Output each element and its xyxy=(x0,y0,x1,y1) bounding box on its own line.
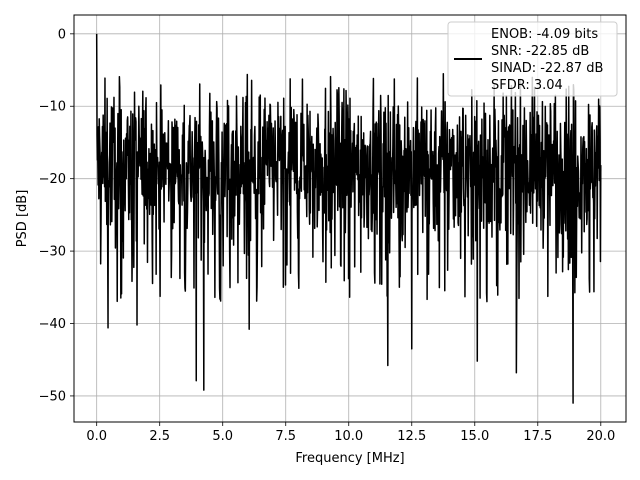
x-tick-label: 15.0 xyxy=(460,429,489,444)
series-layer xyxy=(95,33,602,404)
x-tick-label: 20.0 xyxy=(586,429,615,444)
y-axis-ticks: 0 −10 −20 −30 −40 −50 xyxy=(39,27,74,404)
y-tick-label: 0 xyxy=(58,27,66,42)
x-axis-ticks: 0.0 2.5 5.0 7.5 10.0 12.5 15.0 17.5 20.0 xyxy=(86,422,615,444)
y-tick-label: −30 xyxy=(39,245,66,260)
x-tick-label: 5.0 xyxy=(212,429,233,444)
y-tick-label: −10 xyxy=(39,100,66,115)
psd-series-line xyxy=(95,33,602,404)
x-tick-label: 12.5 xyxy=(397,429,426,444)
legend-enob: ENOB: -4.09 bits xyxy=(491,27,598,42)
y-tick-label: −40 xyxy=(39,317,66,332)
legend-snr: SNR: -22.85 dB xyxy=(491,44,589,59)
x-tick-label: 10.0 xyxy=(334,429,363,444)
x-tick-label: 7.5 xyxy=(275,429,296,444)
x-tick-label: 0.0 xyxy=(86,429,107,444)
plot-frame xyxy=(73,14,627,423)
x-tick-label: 2.5 xyxy=(149,429,170,444)
legend-box xyxy=(447,21,618,97)
legend-sfdr: SFDR: 3.04 xyxy=(491,78,563,93)
y-axis-label: PSD [dB] xyxy=(15,190,30,248)
x-axis-label: Frequency [MHz] xyxy=(295,451,404,466)
y-tick-label: −20 xyxy=(39,172,66,187)
legend: ENOB: -4.09 bits SNR: -22.85 dB SINAD: -… xyxy=(447,21,618,97)
y-tick-label: −50 xyxy=(39,389,66,404)
x-tick-label: 17.5 xyxy=(523,429,552,444)
legend-sinad: SINAD: -22.87 dB xyxy=(491,61,603,76)
